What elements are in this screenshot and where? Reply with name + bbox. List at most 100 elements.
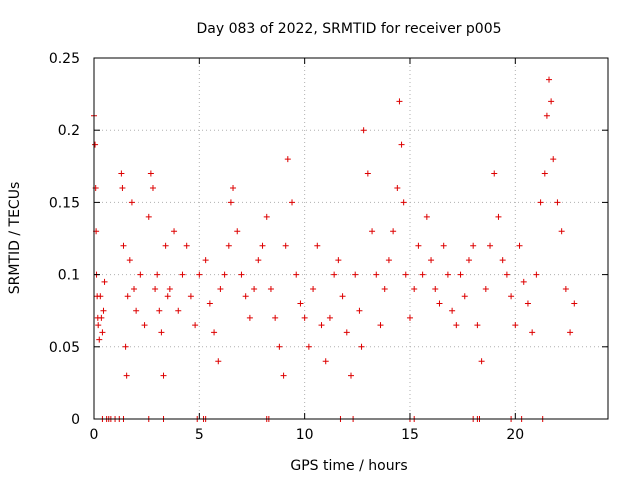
data-point (164, 293, 171, 300)
data-point (520, 278, 527, 285)
data-point (364, 170, 371, 177)
data-point (348, 372, 354, 379)
data-point (331, 271, 338, 278)
data-point (423, 213, 430, 220)
data-point (558, 228, 565, 235)
data-point (377, 322, 384, 329)
data-point (541, 170, 548, 177)
data-point (390, 228, 397, 235)
data-point (543, 112, 550, 119)
data-point (356, 307, 363, 314)
data-point (318, 322, 325, 329)
data-point (154, 271, 161, 278)
data-point (145, 213, 152, 220)
y-axis-label: SRMTID / TECUs (7, 182, 23, 295)
data-point (465, 257, 472, 264)
data-point (119, 184, 126, 191)
data-point (152, 286, 159, 293)
data-point (562, 286, 569, 293)
data-point (122, 343, 129, 350)
data-point (123, 372, 130, 379)
data-point (133, 307, 140, 314)
data-point (137, 271, 144, 278)
data-point (217, 286, 224, 293)
data-point (171, 228, 178, 235)
data-point (400, 199, 407, 206)
data-point (482, 286, 489, 293)
data-point (179, 271, 186, 278)
data-point (554, 199, 561, 206)
data-point (97, 293, 104, 300)
data-point (282, 242, 289, 249)
x-tick-label: 5 (195, 427, 204, 443)
data-point (503, 271, 510, 278)
data-point (343, 329, 350, 336)
data-point (251, 286, 258, 293)
data-point (474, 322, 481, 329)
data-point (529, 329, 536, 336)
data-point (301, 314, 308, 321)
data-point (206, 300, 213, 307)
data-point (326, 314, 333, 321)
data-point (267, 286, 274, 293)
data-point (415, 242, 422, 249)
data-point (567, 329, 574, 336)
data-point (352, 271, 359, 278)
x-tick-label: 0 (90, 427, 99, 443)
y-tick-label: 0.2 (58, 123, 80, 139)
plot-frame (93, 57, 609, 420)
data-point (297, 300, 304, 307)
data-point (225, 242, 232, 249)
data-point (230, 184, 237, 191)
data-point (175, 307, 182, 314)
data-point (183, 242, 190, 249)
data-point (440, 242, 447, 249)
data-point (259, 242, 266, 249)
data-point (156, 307, 163, 314)
data-point (533, 271, 540, 278)
data-point (524, 300, 531, 307)
data-point (131, 286, 138, 293)
data-point (373, 271, 380, 278)
data-point (305, 343, 312, 350)
data-point (385, 257, 392, 264)
data-point (360, 127, 367, 134)
data-point (263, 213, 270, 220)
data-point (118, 170, 125, 177)
data-point (508, 293, 515, 300)
data-point (444, 271, 451, 278)
data-point (126, 257, 133, 264)
data-point (453, 322, 460, 329)
y-tick-label: 0 (71, 412, 80, 428)
y-axis-ticks: 0 0.05 0.1 0.15 0.2 0.25 (49, 51, 608, 428)
data-point (512, 322, 519, 329)
data-point (449, 307, 456, 314)
data-point (255, 257, 262, 264)
data-point (402, 271, 409, 278)
data-point (436, 300, 443, 307)
chart-title: Day 083 of 2022, SRMTID for receiver p00… (196, 21, 501, 37)
data-point (192, 322, 199, 329)
data-point (98, 314, 105, 321)
data-point (411, 286, 418, 293)
x-tick-label: 15 (401, 427, 419, 443)
data-point (227, 199, 234, 206)
data-point (101, 278, 108, 285)
data-point (147, 170, 154, 177)
data-point (99, 329, 106, 336)
data-point (149, 184, 156, 191)
grid (94, 58, 608, 419)
data-point (284, 156, 291, 163)
data-point (124, 293, 131, 300)
data-point (280, 372, 287, 379)
data-point (196, 271, 203, 278)
data-point (571, 300, 578, 307)
data-point (491, 170, 498, 177)
data-point (487, 242, 494, 249)
data-point (394, 184, 401, 191)
data-point (293, 271, 300, 278)
data-point (339, 293, 346, 300)
data-point (406, 314, 413, 321)
data-point (234, 228, 241, 235)
